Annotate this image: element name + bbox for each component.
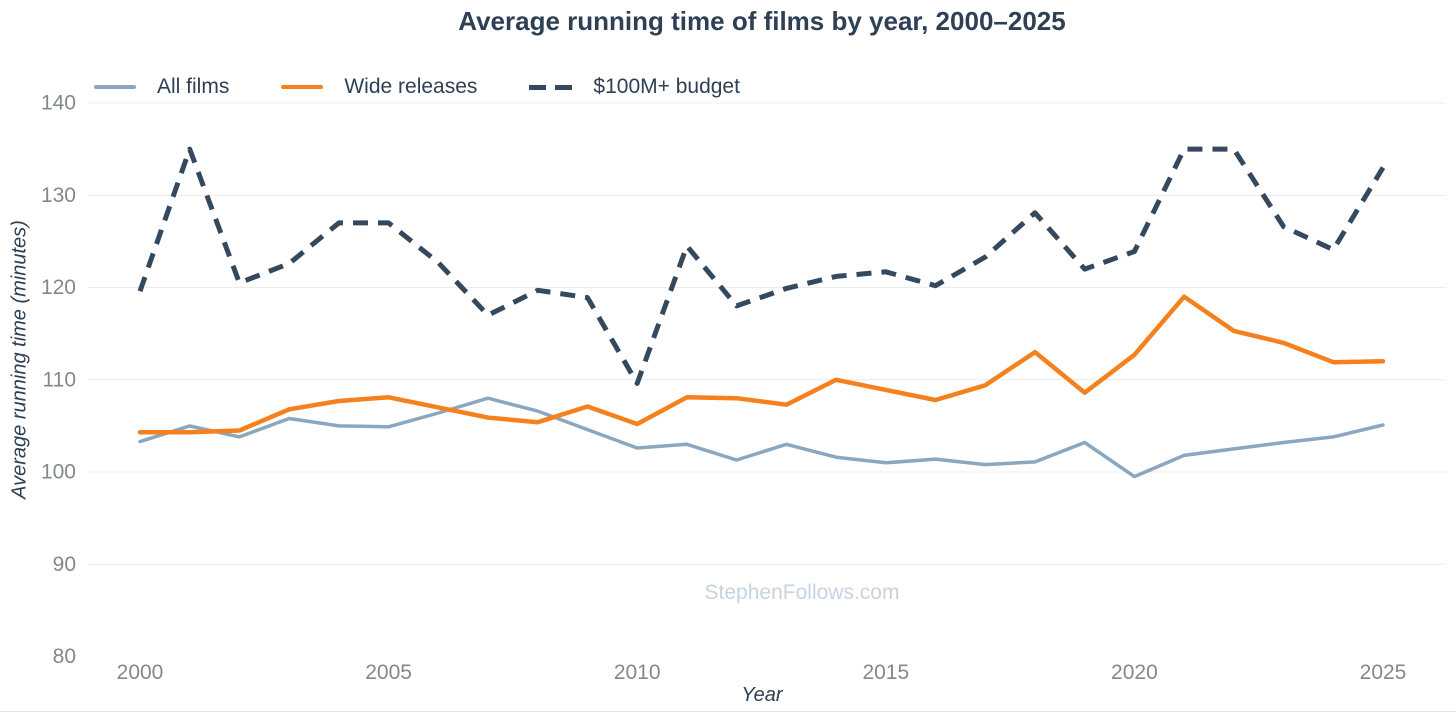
legend-item-wide-releases: Wide releases: [281, 75, 477, 99]
legend-swatch-wide-releases-line-icon: [281, 85, 324, 89]
legend-swatch-100m-budget-dash-icon: [529, 84, 573, 90]
legend-item-all-films: All films: [94, 75, 229, 99]
series-line-wide-releases: [137, 294, 1386, 435]
x-tick-label-2005: 2005: [365, 661, 412, 684]
y-tick-label-100: 100: [41, 461, 76, 484]
y-tick-label-80: 80: [53, 645, 76, 668]
legend-label-wide-releases: Wide releases: [344, 75, 478, 98]
y-tick-label-130: 130: [41, 184, 76, 207]
x-tick-label-2015: 2015: [862, 661, 909, 684]
legend-label-100m-budget: $100M+ budget: [593, 75, 740, 98]
legend-label-all-films: All films: [157, 75, 230, 98]
legend-item-100m-budget: $100M+ budget: [529, 75, 740, 99]
legend: All films Wide releases $100M+ budget: [94, 75, 740, 99]
page-bottom-edge: [0, 711, 1456, 712]
x-tick-label-2025: 2025: [1360, 661, 1407, 684]
x-tick-label-2000: 2000: [117, 661, 164, 684]
watermark: StephenFollows.com: [704, 581, 900, 604]
y-tick-label-120: 120: [41, 276, 76, 299]
chart-title: Average running time of films by year, 2…: [458, 6, 1066, 36]
y-tick-label-90: 90: [53, 553, 76, 576]
y-tick-label-110: 110: [43, 368, 76, 391]
series-line-100m-budget: [137, 146, 1386, 386]
legend-swatch-all-films-line-icon: [94, 85, 136, 89]
series-line-all-films: [138, 396, 1385, 479]
x-tick-label-2020: 2020: [1111, 661, 1158, 684]
x-tick-label-2010: 2010: [614, 661, 661, 684]
y-tick-label-140: 140: [41, 92, 76, 115]
x-axis-title: Year: [741, 684, 783, 706]
